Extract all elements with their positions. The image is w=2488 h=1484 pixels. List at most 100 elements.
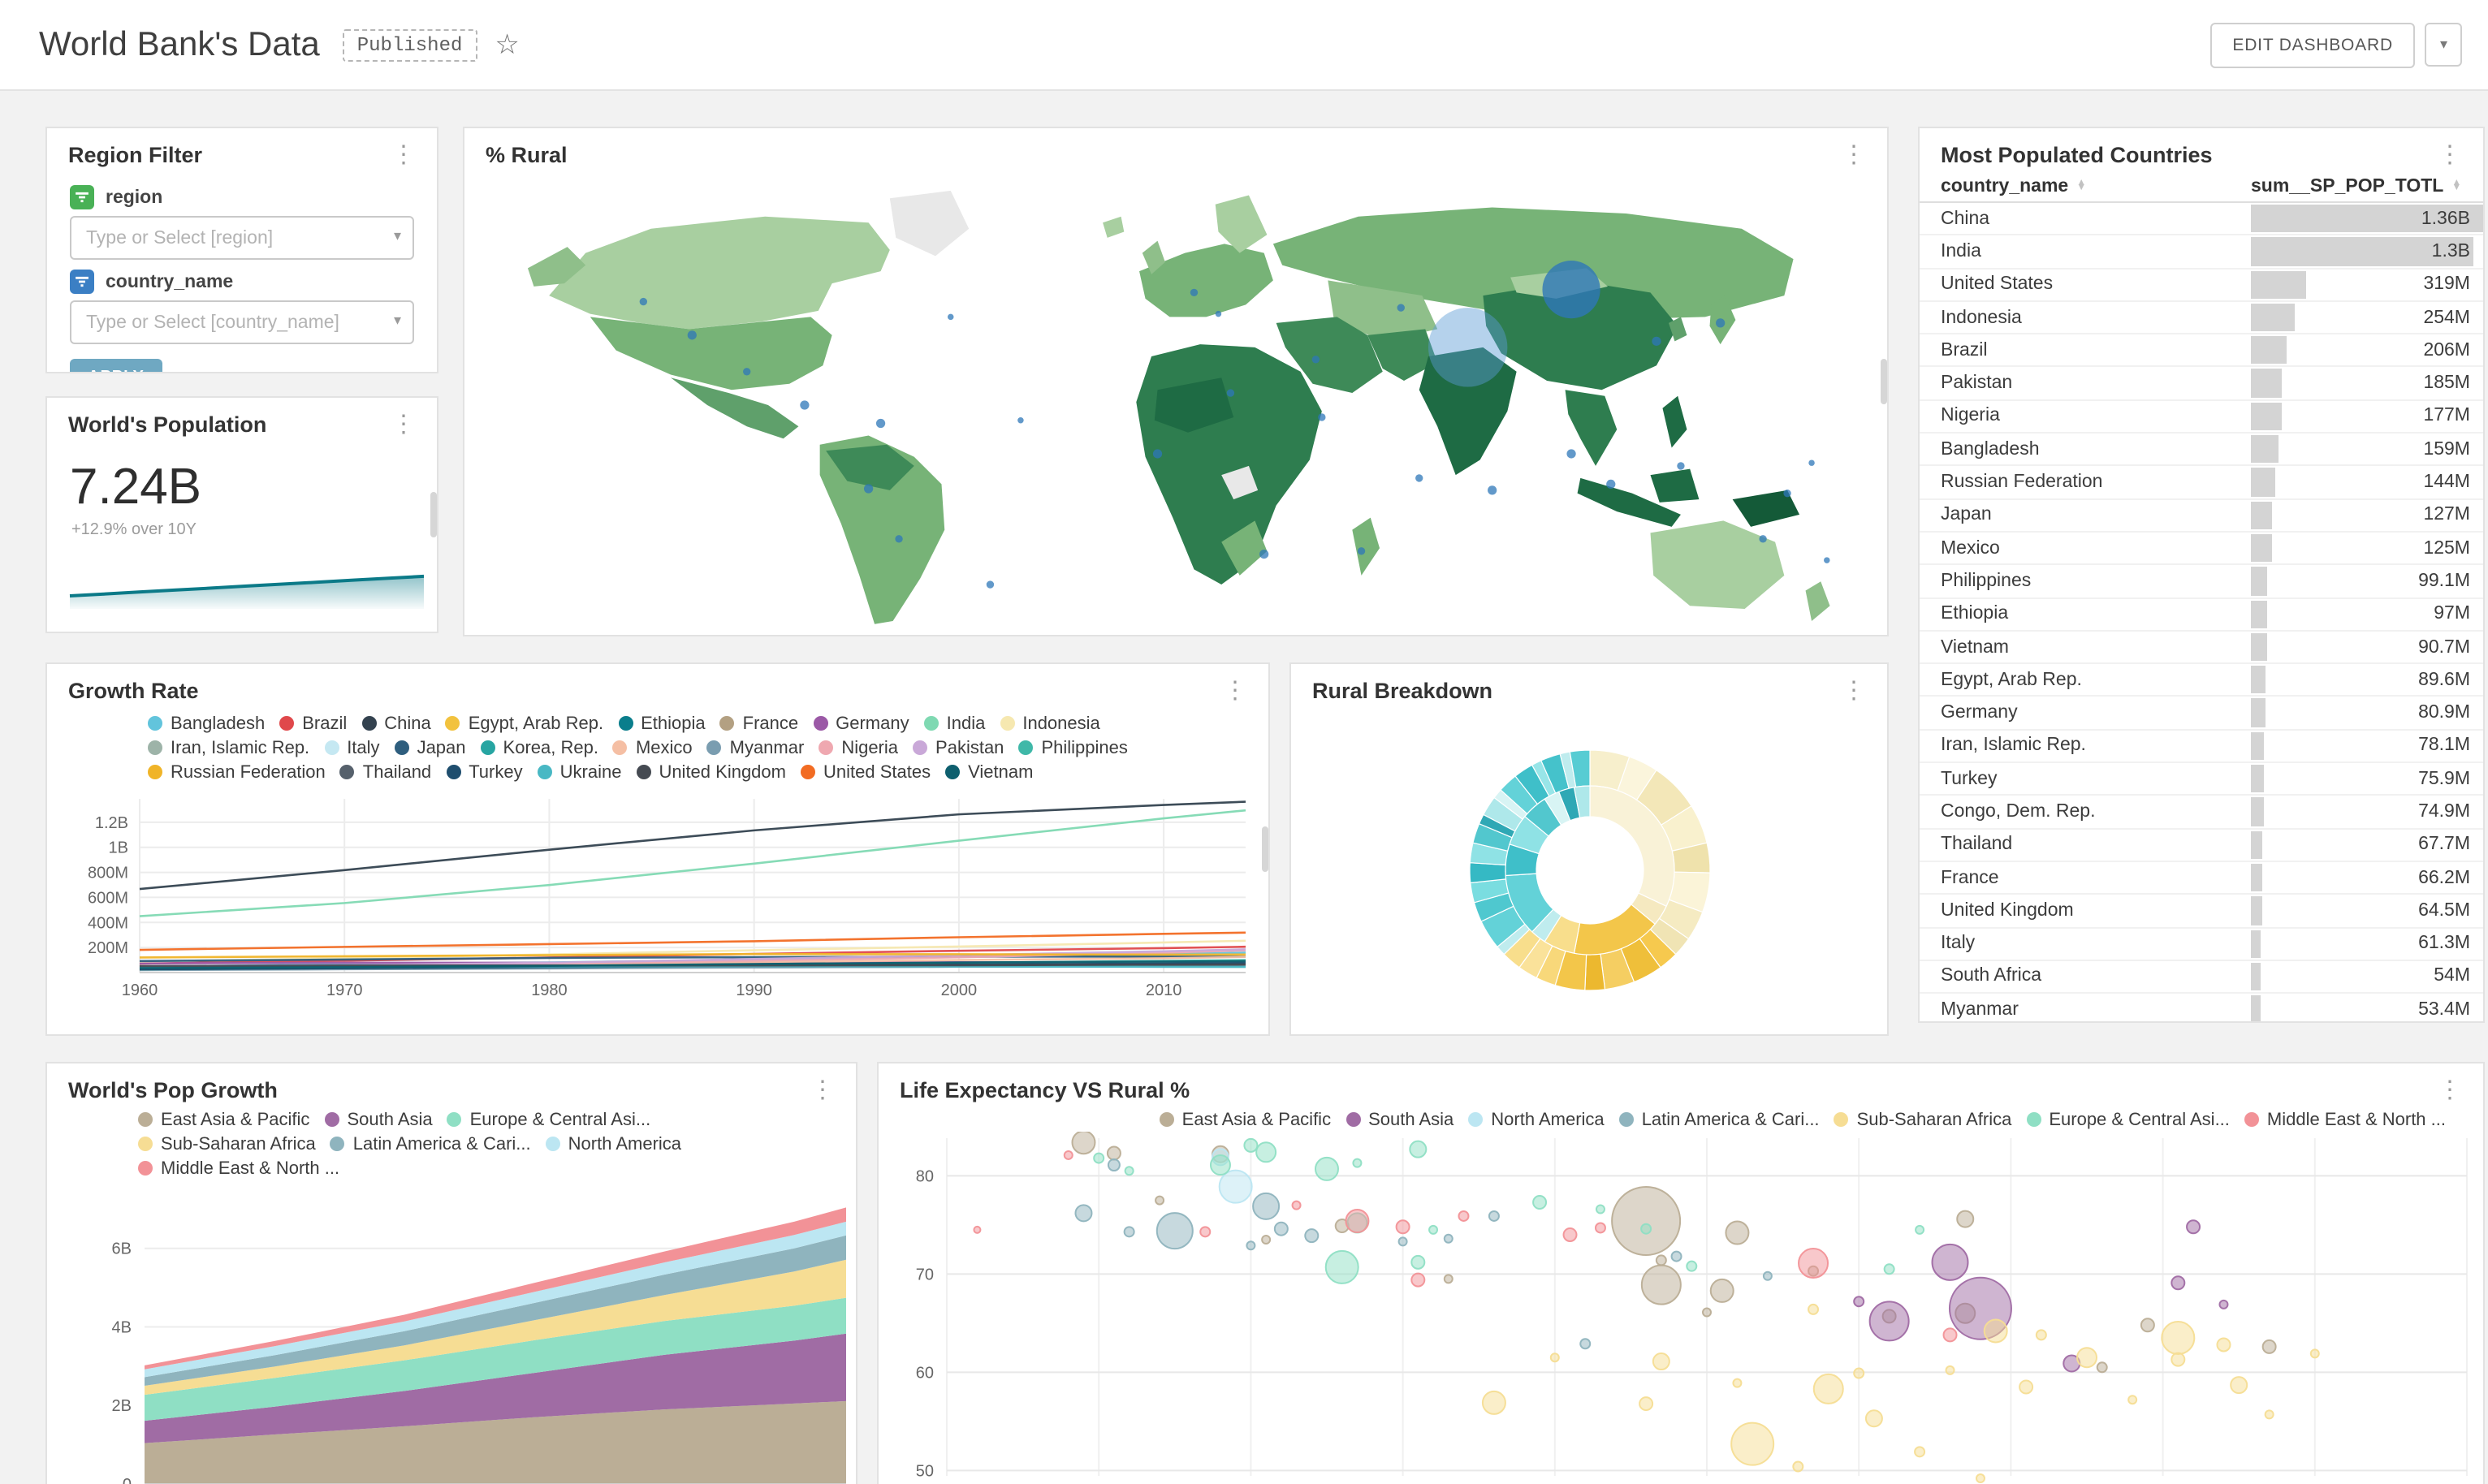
legend-item[interactable]: Europe & Central Asi... [2026,1110,2230,1129]
donut-segment[interactable] [1469,862,1507,884]
donut-segment[interactable] [1573,785,1591,818]
map-bubble [1017,416,1024,424]
legend-item[interactable]: India [923,714,985,733]
kebab-menu-icon[interactable]: ⋮ [1223,677,1247,705]
legend-item[interactable]: South Asia [324,1110,433,1129]
legend-dot [1468,1112,1484,1127]
continent-australia [1650,520,1785,610]
area-band [145,1297,846,1421]
region-select[interactable]: ▾ [70,216,414,260]
population-bar [2251,303,2295,332]
legend-item[interactable]: Russian Federation [148,762,326,782]
kebab-menu-icon[interactable]: ⋮ [1842,677,1866,705]
legend-item[interactable]: Italy [324,738,380,757]
resize-handle[interactable] [430,492,437,537]
legend-item[interactable]: South Asia [1346,1110,1453,1129]
legend-item[interactable]: Myanmar [706,738,804,757]
legend-item[interactable]: Philippines [1018,738,1128,757]
legend-item[interactable]: China [361,714,431,733]
legend-item[interactable]: Ukraine [537,762,621,782]
kebab-menu-icon[interactable]: ⋮ [1842,141,1866,169]
table-row: United States 319M [1920,269,2483,302]
region-uk [1142,240,1165,274]
population-value-text: 64.5M [2418,900,2470,921]
legend-item[interactable]: Korea, Rep. [480,738,598,757]
scatter-bubble [1579,1338,1592,1350]
scatter-bubble [1246,1240,1256,1251]
legend-item[interactable]: United Kingdom [636,762,786,782]
header-actions: EDIT DASHBOARD ▾ [2209,22,2462,67]
kebab-menu-icon[interactable]: ⋮ [810,1076,835,1104]
legend-item[interactable]: Iran, Islamic Rep. [148,738,309,757]
table-header: country_name ▲ ▼ sum__SP_POP_TOTL ▲ ▼ [1920,172,2483,203]
kebab-menu-icon[interactable]: ⋮ [391,141,416,169]
header-bar: World Bank's Data Published ☆ EDIT DASHB… [0,0,2488,91]
legend-item[interactable]: Brazil [279,714,347,733]
legend-dot [394,740,409,755]
legend-item[interactable]: Nigeria [819,738,898,757]
legend-item[interactable]: Vietnam [945,762,1033,782]
scatter-bubble [1397,1236,1408,1247]
edit-dashboard-button[interactable]: EDIT DASHBOARD [2209,22,2416,67]
legend-item[interactable]: North America [545,1134,681,1154]
legend-item[interactable]: Bangladesh [148,714,265,733]
kebab-menu-icon[interactable]: ⋮ [391,411,416,438]
scatter-bubble [2127,1395,2138,1405]
population-cell: 54M [2251,961,2483,993]
legend-item[interactable]: Latin America & Cari... [330,1134,531,1154]
legend-item[interactable]: Latin America & Cari... [1618,1110,1820,1129]
legend-item[interactable]: East Asia & Pacific [138,1110,309,1129]
legend-item[interactable]: Middle East & North ... [2244,1110,2446,1129]
legend-item[interactable]: Japan [394,738,466,757]
population-value-text: 185M [2423,373,2470,394]
legend-item[interactable]: North America [1468,1110,1605,1129]
kebab-menu-icon[interactable]: ⋮ [2438,141,2462,169]
legend-item[interactable]: Ethiopia [618,714,706,733]
star-icon[interactable]: ☆ [495,28,520,59]
kebab-menu-icon[interactable]: ⋮ [2438,1076,2462,1104]
scatter-bubble [1702,1307,1712,1318]
country-select[interactable]: ▾ [70,300,414,344]
legend-item[interactable]: United States [801,762,931,782]
legend-item[interactable]: Indonesia [1000,714,1100,733]
table-row: Congo, Dem. Rep. 74.9M [1920,796,2483,830]
column-header-country[interactable]: country_name ▲ ▼ [1941,177,2087,196]
legend-item[interactable]: France [719,714,798,733]
svg-text:2010: 2010 [1146,981,1182,999]
filter-field-label: region [106,188,163,207]
resize-handle[interactable] [1262,826,1268,872]
legend-item[interactable]: Sub-Saharan Africa [138,1134,316,1154]
legend-item[interactable]: Thailand [339,762,431,782]
resize-handle[interactable] [1881,359,1887,404]
scatter-bubble [1243,1137,1259,1153]
apply-button[interactable]: APPLY [70,359,162,372]
country-cell: Iran, Islamic Rep. [1941,736,2086,756]
legend-label: Europe & Central Asi... [469,1110,651,1129]
legend-item[interactable]: Turkey [446,762,523,782]
legend-item[interactable]: Egypt, Arab Rep. [445,714,603,733]
legend-label: Indonesia [1022,714,1100,733]
legend-item[interactable]: Mexico [612,738,693,757]
legend-item[interactable]: Middle East & North ... [138,1158,339,1178]
legend-item[interactable]: Germany [813,714,909,733]
column-header-population[interactable]: sum__SP_POP_TOTL ▲ ▼ [2251,177,2462,196]
map-bubble [895,535,903,543]
scatter-bubble [1255,1141,1277,1163]
country-select-input[interactable] [70,300,414,344]
legend-item[interactable]: Pakistan [913,738,1004,757]
scatter-bubble [1209,1154,1231,1176]
scatter-bubble [1562,1227,1578,1242]
country-cell: United States [1941,274,2054,295]
svg-text:60: 60 [916,1364,934,1382]
scatter-bubble [2309,1348,2320,1359]
published-badge[interactable]: Published [342,28,477,61]
legend-item[interactable]: Sub-Saharan Africa [1834,1110,2011,1129]
chevron-down-icon[interactable]: ▾ [2425,23,2462,67]
legend-item[interactable]: East Asia & Pacific [1159,1110,1331,1129]
legend-item[interactable]: Europe & Central Asi... [447,1110,651,1129]
continent-usa [590,317,832,390]
country-cell: China [1941,209,1990,229]
region-select-input[interactable] [70,216,414,260]
donut-segment[interactable] [1589,785,1675,908]
population-value-text: 319M [2423,274,2470,295]
